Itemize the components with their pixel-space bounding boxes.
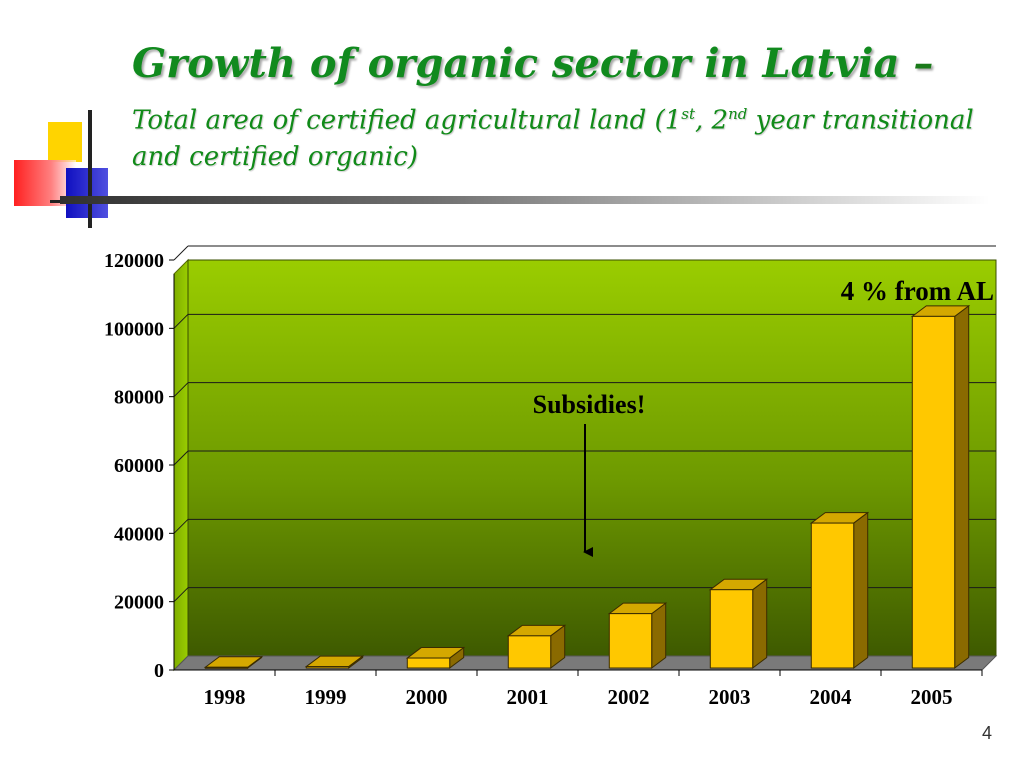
- bar-front: [911, 315, 956, 669]
- bar-front: [204, 666, 249, 669]
- bar-front: [810, 522, 855, 669]
- x-tick-label: 2004: [810, 685, 853, 709]
- bar: [506, 624, 567, 669]
- yellow-square: [48, 122, 82, 162]
- subtitle-superscript-1: st: [681, 105, 696, 123]
- bar: [304, 655, 365, 669]
- x-tick-label: 2001: [507, 685, 549, 709]
- gridlines: [173, 245, 996, 603]
- slide-subtitle: Total area of certified agricultural lan…: [132, 96, 1012, 175]
- x-tick-label: 2002: [608, 685, 650, 709]
- y-tick-label: 120000: [104, 250, 164, 272]
- bar-front: [305, 666, 350, 669]
- y-tick-label: 0: [154, 660, 164, 682]
- slide-title: Growth of organic sector in Latvia –: [132, 38, 1012, 90]
- plot-floor: [172, 655, 998, 671]
- bar: [809, 511, 870, 669]
- blue-square: [66, 168, 108, 218]
- subtitle-part-2: , 2: [695, 105, 729, 136]
- title-block: Growth of organic sector in Latvia – Tot…: [132, 38, 1012, 175]
- bar: [910, 304, 971, 669]
- x-tick-label: 1998: [204, 685, 246, 709]
- bar-side: [752, 578, 768, 669]
- bar-front: [709, 589, 754, 669]
- bars-group: [203, 304, 971, 670]
- bar-side: [853, 511, 869, 669]
- title-text: Growth of organic sector in Latvia: [132, 40, 900, 87]
- title-underline: [60, 196, 990, 204]
- axes-group: 0 20000 40000 60000 80000 100000 120000 1998 199…: [104, 250, 983, 709]
- subtitle-part-3: year transitional and certified organic): [132, 105, 974, 172]
- y-tick-label: 100000: [104, 318, 164, 340]
- y-tick-label: 80000: [114, 387, 164, 409]
- bar-side: [954, 304, 970, 669]
- subtitle-superscript-2: nd: [728, 105, 748, 123]
- title-dash: –: [899, 40, 934, 87]
- vertical-divider-line: [88, 110, 92, 228]
- x-tick-label: 1999: [305, 685, 347, 709]
- bar: [607, 602, 668, 669]
- subsidies-annotation: Subsidies!: [533, 390, 646, 419]
- plot-back-wall: [187, 259, 997, 657]
- bar-side: [651, 602, 667, 669]
- y-tick-label: 40000: [114, 523, 164, 545]
- x-tick-label: 2005: [911, 685, 953, 709]
- gridline-side: [173, 245, 189, 261]
- y-tick-label: 20000: [114, 592, 164, 614]
- gridline-side: [173, 450, 189, 466]
- decorative-logo-squares: [0, 100, 140, 230]
- share-annotation: 4 % from AL: [841, 276, 994, 306]
- bar-front: [406, 657, 451, 669]
- gridline-side: [173, 313, 189, 329]
- x-tick-label: 2003: [709, 685, 751, 709]
- gridline-side: [173, 587, 189, 603]
- bar-front: [608, 613, 653, 669]
- bar: [708, 578, 769, 669]
- x-tick-label: 2000: [406, 685, 448, 709]
- bar: [203, 655, 264, 670]
- bar: [405, 646, 466, 669]
- gridline-side: [173, 382, 189, 398]
- y-tick-label: 60000: [114, 455, 164, 477]
- page-number: 4: [981, 723, 992, 743]
- subtitle-part-1: Total area of certified agricultural lan…: [132, 105, 682, 136]
- bar-front: [507, 635, 552, 669]
- gridline-side: [173, 518, 189, 534]
